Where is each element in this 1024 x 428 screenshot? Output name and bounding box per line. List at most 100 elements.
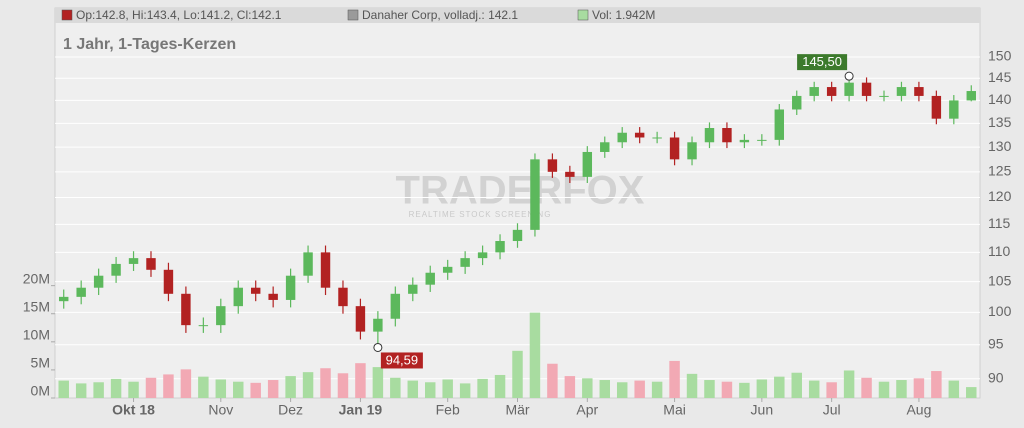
candle-body bbox=[59, 296, 69, 302]
candle-body bbox=[739, 139, 750, 143]
volume-bar bbox=[320, 368, 331, 398]
candle-body bbox=[931, 95, 942, 119]
plot-area bbox=[54, 7, 981, 399]
candle-body bbox=[704, 128, 715, 143]
candle-body bbox=[949, 100, 959, 119]
y-tick-label: 125 bbox=[988, 163, 1012, 179]
candle-body bbox=[320, 252, 331, 288]
y2-tick-label: 20M bbox=[23, 270, 50, 286]
volume-bar bbox=[494, 374, 506, 398]
volume-bar bbox=[599, 380, 610, 398]
volume-bar bbox=[128, 381, 139, 398]
candle-body bbox=[111, 263, 121, 276]
volume-bar bbox=[233, 381, 244, 398]
volume-bar bbox=[75, 383, 87, 398]
candle-body bbox=[390, 293, 401, 319]
x-tick-label: Apr bbox=[576, 402, 598, 418]
min-marker bbox=[373, 342, 383, 352]
volume-bar bbox=[163, 374, 174, 398]
candle-body bbox=[216, 306, 226, 326]
volume-bar bbox=[180, 369, 192, 398]
volume-bar bbox=[616, 382, 628, 398]
candle-body bbox=[600, 142, 610, 152]
y-tick-label: 130 bbox=[988, 138, 1012, 154]
y2-tick-label: 5M bbox=[31, 355, 50, 371]
candle-body bbox=[303, 252, 313, 276]
volume-bar bbox=[913, 378, 925, 398]
y-tick-label: 150 bbox=[988, 48, 1012, 64]
y-tick-label: 120 bbox=[988, 188, 1012, 204]
candle-body bbox=[76, 287, 86, 297]
candle-body bbox=[495, 241, 505, 253]
volume-bar bbox=[250, 382, 261, 398]
x-tick-label: Jul bbox=[823, 402, 841, 418]
volume-bar bbox=[93, 382, 104, 398]
candle-body bbox=[408, 284, 418, 294]
x-tick-label: Okt 18 bbox=[112, 402, 155, 418]
y-tick-label: 135 bbox=[988, 114, 1012, 130]
volume-bar bbox=[425, 382, 436, 398]
max-label: 145,50 bbox=[802, 54, 842, 69]
volume-bar bbox=[355, 363, 366, 398]
candle-body bbox=[669, 137, 680, 160]
volume-bar bbox=[529, 312, 541, 398]
candle-body bbox=[285, 275, 296, 300]
x-tick-label: Mai bbox=[663, 402, 686, 418]
volume-bar bbox=[634, 380, 645, 398]
volume-bar bbox=[58, 380, 69, 398]
x-tick-label: Aug bbox=[906, 402, 931, 418]
volume-bar bbox=[477, 378, 488, 398]
x-tick-label: Dez bbox=[278, 402, 303, 418]
candle-body bbox=[355, 306, 366, 332]
candle-body bbox=[477, 252, 488, 259]
candle-body bbox=[512, 229, 523, 242]
volume-bar bbox=[390, 377, 401, 398]
y-tick-label: 95 bbox=[988, 335, 1004, 351]
candle-body bbox=[181, 293, 191, 326]
candle-body bbox=[879, 95, 889, 97]
x-tick-label: Jun bbox=[751, 402, 774, 418]
candle-body bbox=[565, 171, 575, 177]
volume-bar bbox=[669, 360, 680, 398]
volume-bar bbox=[791, 372, 802, 398]
x-tick-label: Mär bbox=[505, 402, 529, 418]
y-tick-label: 110 bbox=[988, 243, 1011, 259]
candle-body bbox=[792, 95, 802, 110]
watermark: TRADERFOX bbox=[396, 169, 645, 213]
volume-bar bbox=[774, 376, 785, 398]
y2-tick-label: 0M bbox=[31, 383, 50, 399]
candle-body bbox=[547, 159, 558, 172]
y-tick-label: 90 bbox=[988, 370, 1004, 386]
candle-body bbox=[442, 266, 453, 273]
candle-body bbox=[914, 87, 924, 96]
volume-bar bbox=[198, 376, 209, 398]
volume-bar bbox=[372, 367, 384, 398]
volume-bar bbox=[512, 350, 523, 398]
volume-bar bbox=[861, 377, 872, 398]
legend-swatch bbox=[577, 9, 589, 21]
volume-bar bbox=[739, 382, 750, 398]
volume-bar bbox=[582, 378, 593, 398]
volume-bar bbox=[878, 381, 890, 398]
chart-title: 1 Jahr, 1-Tages-Kerzen bbox=[63, 36, 236, 53]
volume-bar bbox=[721, 381, 733, 398]
volume-bar bbox=[564, 376, 576, 398]
x-tick-label: Feb bbox=[436, 402, 460, 418]
candle-body bbox=[617, 132, 627, 143]
volume-bar bbox=[285, 376, 296, 398]
volume-bar bbox=[931, 371, 942, 398]
watermark-subtitle: REALTIME STOCK SCREENING bbox=[409, 210, 552, 219]
candle-body bbox=[93, 275, 104, 288]
candle-body bbox=[163, 269, 174, 294]
min-label-bg bbox=[380, 352, 423, 369]
volume-bar bbox=[337, 373, 349, 398]
volume-bar bbox=[686, 373, 698, 398]
volume-bar bbox=[896, 380, 907, 398]
volume-bar bbox=[547, 363, 558, 398]
candle-body bbox=[687, 142, 697, 160]
volume-bar bbox=[843, 370, 855, 398]
volume-bar bbox=[826, 382, 837, 398]
volume-bar bbox=[966, 387, 977, 398]
volume-bar bbox=[110, 378, 122, 398]
